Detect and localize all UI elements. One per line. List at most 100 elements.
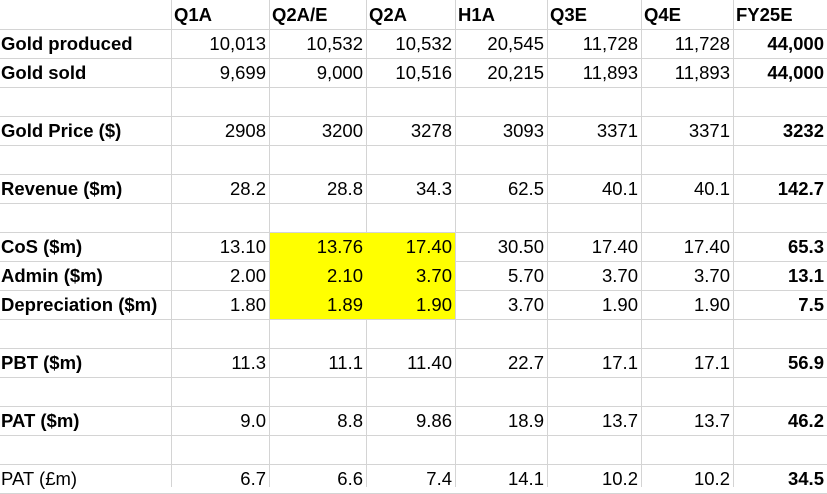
- table-cell[interactable]: 1.90: [693, 294, 730, 315]
- table-cell[interactable]: 17.1: [693, 352, 730, 373]
- table-cell[interactable]: 2908: [224, 120, 266, 141]
- table-cell[interactable]: [733, 145, 827, 174]
- table-cell[interactable]: 30.50: [497, 236, 544, 257]
- table-cell[interactable]: [547, 377, 641, 406]
- column-header[interactable]: H1A: [458, 4, 496, 25]
- table-cell[interactable]: 10,532: [395, 33, 452, 54]
- row-label[interactable]: [1, 145, 171, 174]
- row-label[interactable]: PAT ($m): [1, 410, 80, 431]
- table-cell[interactable]: 7.4: [426, 468, 452, 489]
- table-cell[interactable]: 1.80: [229, 294, 266, 315]
- table-cell[interactable]: [455, 319, 547, 348]
- table-cell[interactable]: [547, 145, 641, 174]
- row-label[interactable]: Gold produced: [1, 33, 133, 54]
- table-cell[interactable]: 2.00: [229, 265, 266, 286]
- row-label[interactable]: [1, 319, 171, 348]
- table-cell[interactable]: 1.90: [601, 294, 638, 315]
- table-cell[interactable]: [733, 319, 827, 348]
- table-cell[interactable]: 8.8: [337, 410, 363, 431]
- row-label[interactable]: [1, 87, 171, 116]
- table-cell[interactable]: [269, 145, 366, 174]
- table-cell[interactable]: 20,545: [487, 33, 544, 54]
- column-header[interactable]: Q2A: [369, 4, 408, 25]
- table-cell[interactable]: [641, 319, 733, 348]
- row-label[interactable]: PBT ($m): [1, 352, 83, 373]
- table-cell[interactable]: [641, 203, 733, 232]
- table-cell[interactable]: 34.5: [787, 468, 824, 489]
- table-cell[interactable]: 3.70: [415, 265, 452, 286]
- table-cell[interactable]: 13.7: [601, 410, 638, 431]
- table-cell[interactable]: 20,215: [487, 62, 544, 83]
- table-cell[interactable]: [455, 203, 547, 232]
- row-label[interactable]: Gold Price ($): [1, 120, 122, 141]
- table-cell[interactable]: 6.7: [240, 468, 266, 489]
- row-label[interactable]: Admin ($m): [1, 265, 103, 286]
- table-cell[interactable]: 44,000: [767, 62, 824, 83]
- table-cell[interactable]: 5.70: [507, 265, 544, 286]
- table-cell[interactable]: [269, 87, 366, 116]
- table-cell[interactable]: [269, 377, 366, 406]
- table-cell[interactable]: [547, 203, 641, 232]
- column-header[interactable]: Q1A: [174, 4, 213, 25]
- table-cell[interactable]: [269, 203, 366, 232]
- table-cell[interactable]: 3371: [688, 120, 730, 141]
- table-cell[interactable]: 6.6: [337, 468, 363, 489]
- table-cell[interactable]: 3093: [502, 120, 544, 141]
- row-label[interactable]: [1, 377, 171, 406]
- table-cell[interactable]: [269, 435, 366, 464]
- table-cell[interactable]: [171, 87, 269, 116]
- table-cell[interactable]: 22.7: [507, 352, 544, 373]
- table-cell[interactable]: 11.40: [407, 352, 452, 373]
- table-cell[interactable]: 9,000: [316, 62, 363, 83]
- table-cell[interactable]: [641, 435, 733, 464]
- table-cell[interactable]: [171, 377, 269, 406]
- table-cell[interactable]: 18.9: [507, 410, 544, 431]
- column-header[interactable]: Q3E: [550, 4, 588, 25]
- table-cell[interactable]: 28.2: [229, 178, 266, 199]
- table-cell[interactable]: 17.40: [683, 236, 730, 257]
- table-cell[interactable]: 46.2: [787, 410, 824, 431]
- row-label[interactable]: [1, 435, 171, 464]
- table-cell[interactable]: [171, 319, 269, 348]
- table-cell[interactable]: 2.10: [326, 265, 363, 286]
- column-header[interactable]: Q4E: [644, 4, 682, 25]
- table-cell[interactable]: [641, 377, 733, 406]
- table-cell[interactable]: [269, 319, 366, 348]
- table-cell[interactable]: 1.89: [326, 294, 363, 315]
- table-cell[interactable]: [366, 319, 455, 348]
- row-label[interactable]: PAT (£m): [1, 468, 78, 489]
- table-cell[interactable]: 62.5: [507, 178, 544, 199]
- table-cell[interactable]: 3.70: [693, 265, 730, 286]
- table-cell[interactable]: [455, 145, 547, 174]
- row-label[interactable]: CoS ($m): [1, 236, 83, 257]
- table-cell[interactable]: 11,893: [582, 62, 638, 83]
- table-cell[interactable]: 11,728: [582, 33, 638, 54]
- table-cell[interactable]: 13.1: [787, 265, 824, 286]
- table-cell[interactable]: 3278: [410, 120, 452, 141]
- table-cell[interactable]: 10,516: [395, 62, 452, 83]
- column-header[interactable]: FY25E: [736, 4, 793, 25]
- table-cell[interactable]: 7.5: [798, 294, 824, 315]
- table-cell[interactable]: [547, 319, 641, 348]
- table-cell[interactable]: 34.3: [415, 178, 452, 199]
- table-cell[interactable]: [171, 203, 269, 232]
- table-cell[interactable]: 65.3: [787, 236, 824, 257]
- table-cell[interactable]: 40.1: [601, 178, 638, 199]
- table-cell[interactable]: 56.9: [787, 352, 824, 373]
- table-cell[interactable]: 3200: [321, 120, 363, 141]
- table-cell[interactable]: [455, 435, 547, 464]
- table-cell[interactable]: 13.7: [693, 410, 730, 431]
- table-cell[interactable]: 9.86: [415, 410, 452, 431]
- table-cell[interactable]: 44,000: [767, 33, 824, 54]
- table-cell[interactable]: [733, 87, 827, 116]
- table-cell[interactable]: [171, 435, 269, 464]
- table-cell[interactable]: 3371: [596, 120, 638, 141]
- table-cell[interactable]: 3232: [782, 120, 824, 141]
- table-cell[interactable]: 11,893: [674, 62, 730, 83]
- table-cell[interactable]: [455, 377, 547, 406]
- table-cell[interactable]: [366, 145, 455, 174]
- table-cell[interactable]: 142.7: [777, 178, 824, 199]
- table-cell[interactable]: 17.1: [601, 352, 638, 373]
- table-cell[interactable]: 1.90: [415, 294, 452, 315]
- table-cell[interactable]: [733, 203, 827, 232]
